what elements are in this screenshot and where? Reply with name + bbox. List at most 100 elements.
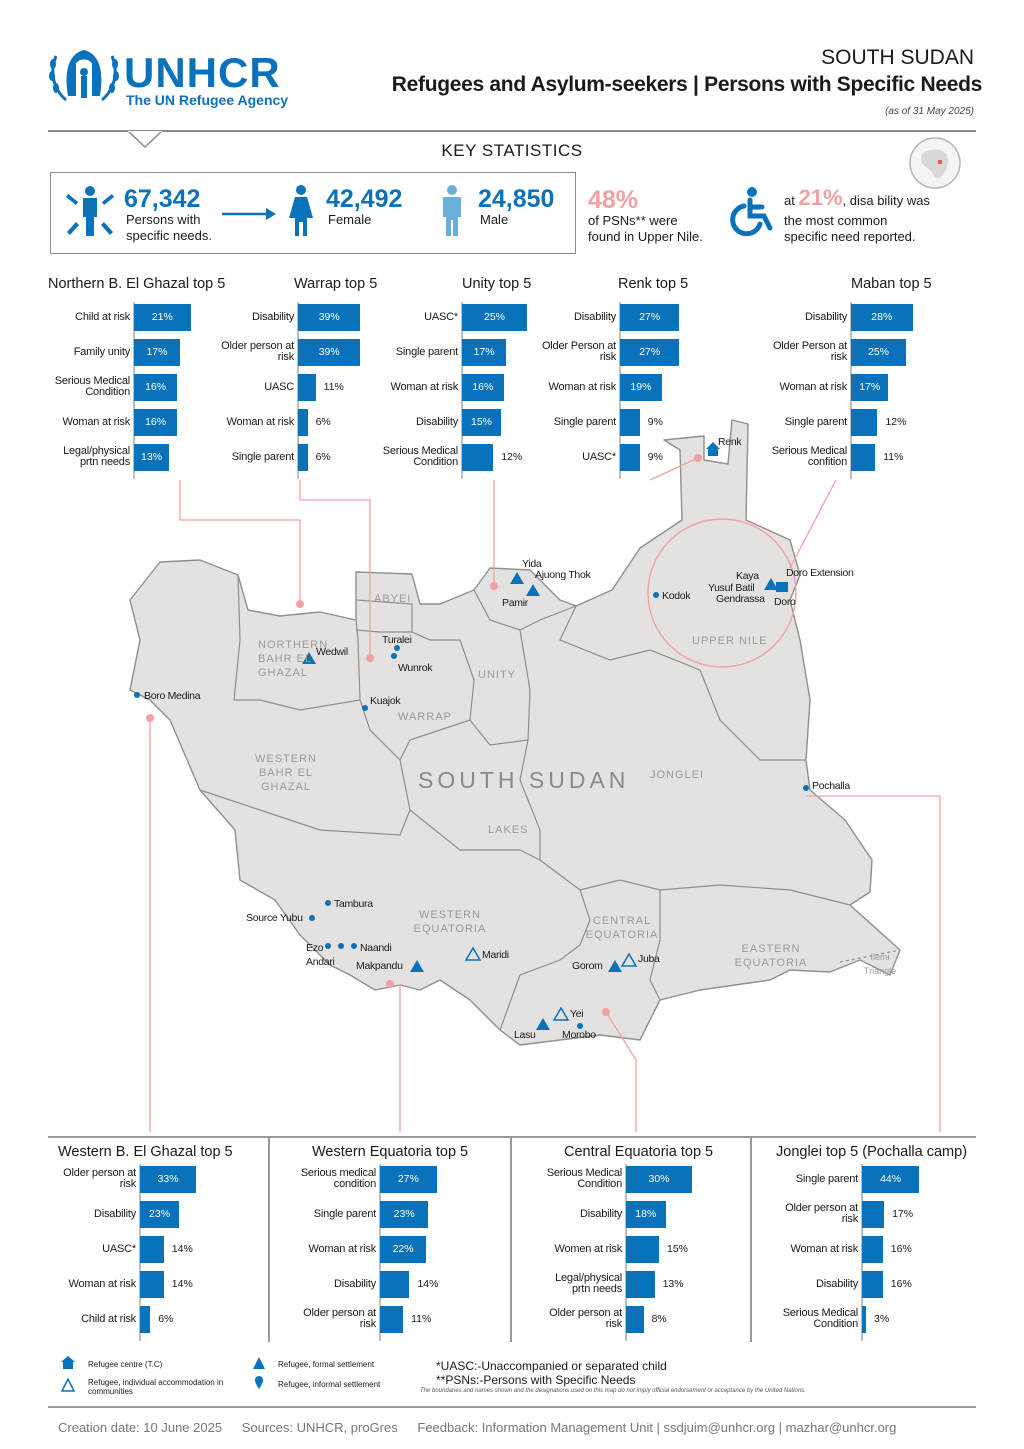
bar-value-nbeg: 13% [141, 451, 163, 463]
chart-title-warrap: Warrap top 5 [294, 276, 378, 292]
psn-total-label-1: Persons with [126, 212, 201, 227]
bar-wbeg [140, 1271, 164, 1298]
bar-value-jonglei: 17% [892, 1208, 914, 1220]
bar-value-nbeg: 17% [146, 346, 168, 358]
footer-feedback: Feedback: Information Management Unit | … [417, 1420, 897, 1435]
chart-title-unity: Unity top 5 [462, 276, 532, 292]
country-outline [129, 419, 901, 1046]
bar-label-unity: UASC* [424, 310, 458, 323]
bar-label-jonglei: Serious Medical Condition [782, 1307, 858, 1330]
place-boro-medina: Boro Medina [144, 690, 201, 702]
callout-dot-unity [490, 582, 498, 590]
bar-label-ce: Older person at risk [549, 1307, 622, 1330]
bar-label-warrap: Single parent [231, 450, 294, 463]
bar-wbeg [140, 1306, 151, 1333]
disability-text-3: specific need reported. [784, 229, 916, 244]
logo-subtitle: The UN Refugee Agency [126, 92, 289, 108]
bar-value-renk: 27% [639, 346, 661, 358]
bar-value-we: 11% [411, 1313, 432, 1325]
bar-renk [620, 304, 680, 331]
bar-value-jonglei: 16% [890, 1278, 912, 1290]
place-gorom: Gorom [572, 960, 603, 972]
unhcr-logo [48, 46, 120, 108]
place-ezo: Ezo [306, 942, 324, 954]
place-kaya: Kaya [736, 570, 759, 582]
region-lakes: LAKES [488, 824, 529, 836]
note-uasc: *UASC:-Unaccompanied or separated child [436, 1359, 667, 1373]
individual-accommodation-icon [620, 952, 638, 967]
bar-maban [851, 444, 876, 471]
bar-value-maban: 12% [885, 416, 907, 428]
legend-formal: Refugee, formal settlement [278, 1360, 375, 1369]
chart-title-we: Western Equatoria top 5 [312, 1144, 469, 1160]
region-ilemi: Ilemi Triangle [863, 952, 897, 976]
place-kodok: Kodok [662, 590, 691, 602]
bar-maban [851, 374, 889, 401]
callout-ce [605, 1011, 637, 1132]
region-ee: EASTERN EQUATORIA [734, 943, 808, 969]
boundary-wbeg-nbeg [233, 574, 361, 711]
region-ce: CENTRAL EQUATORIA [585, 915, 659, 941]
bar-unity [462, 374, 504, 401]
bar-nbeg [134, 304, 191, 331]
bar-value-warrap: 11% [323, 381, 344, 393]
place-juba: Juba [638, 953, 660, 965]
bar-label-jonglei: Older person at risk [785, 1202, 858, 1225]
callout-dot-wbeg [146, 714, 154, 722]
bar-nbeg [134, 339, 180, 366]
bar-value-maban: 11% [883, 451, 904, 463]
bar-label-wbeg: Child at risk [81, 1312, 136, 1325]
bar-value-unity: 17% [473, 346, 495, 358]
bar-value-we: 14% [417, 1278, 439, 1290]
bar-label-nbeg: Woman at risk [62, 415, 131, 428]
boundary-lakes [399, 739, 541, 861]
formal-settlement-icon [510, 572, 524, 584]
footer-creation-date: Creation date: 10 June 2025 [58, 1420, 223, 1435]
callout-dot-renk [694, 454, 702, 462]
callout-maban [789, 479, 837, 569]
region-nbeg: NORTHERN BAHR EL GHAZAL [258, 639, 329, 679]
bar-jonglei [862, 1271, 883, 1298]
female-icon [286, 184, 316, 243]
bar-maban [851, 339, 906, 366]
bar-wbeg [140, 1201, 180, 1228]
formal-settlement-icon [410, 960, 424, 972]
bar-value-maban: 28% [871, 311, 893, 323]
female-value: 42,492 [326, 185, 403, 213]
bar-value-we: 27% [397, 1173, 419, 1185]
bar-ce [626, 1306, 644, 1333]
bar-nbeg [134, 409, 178, 436]
bar-jonglei [862, 1306, 866, 1333]
male-icon [438, 184, 466, 243]
disability-text-2: the most common [784, 213, 888, 228]
callout-dot-we [386, 980, 394, 988]
legend: Refugee centre (T.C) Refugee, individual… [60, 1356, 420, 1396]
refugee-centre-markers [706, 442, 788, 592]
bar-value-ce: 30% [648, 1173, 670, 1185]
bar-we [380, 1271, 410, 1298]
boundary-wbeg-we [199, 789, 411, 836]
bar-value-renk: 27% [639, 311, 661, 323]
note-psn: **PSNs:-Persons with Specific Needs [436, 1373, 636, 1387]
upper-nile-pct: 48% [588, 186, 639, 214]
key-statistics-heading: KEY STATISTICS [441, 141, 583, 160]
bar-wbeg [140, 1236, 164, 1263]
bar-value-ce: 15% [667, 1243, 689, 1255]
disability-text-a: , disa bility was [842, 193, 930, 208]
map-country-label: SOUTH SUDAN [418, 767, 630, 793]
callout-dot-warrap [366, 654, 374, 662]
legend-centre: Refugee centre (T.C) [88, 1360, 163, 1369]
bar-label-maban: Woman at risk [779, 380, 848, 393]
bar-value-we: 23% [393, 1208, 415, 1220]
key-stats-box [50, 172, 576, 254]
formal-settlement-icon [526, 584, 540, 596]
bar-value-nbeg: 16% [145, 381, 167, 393]
bar-wbeg [140, 1166, 197, 1193]
callout-warrap [299, 480, 371, 658]
bar-value-ce: 8% [651, 1313, 667, 1325]
bar-value-wbeg: 6% [158, 1313, 174, 1325]
bar-label-maban: Disability [804, 310, 847, 323]
footer: Creation date: 10 June 2025 Sources: UNH… [58, 1420, 912, 1435]
people-group-icon [64, 184, 116, 243]
bar-unity [462, 444, 494, 471]
